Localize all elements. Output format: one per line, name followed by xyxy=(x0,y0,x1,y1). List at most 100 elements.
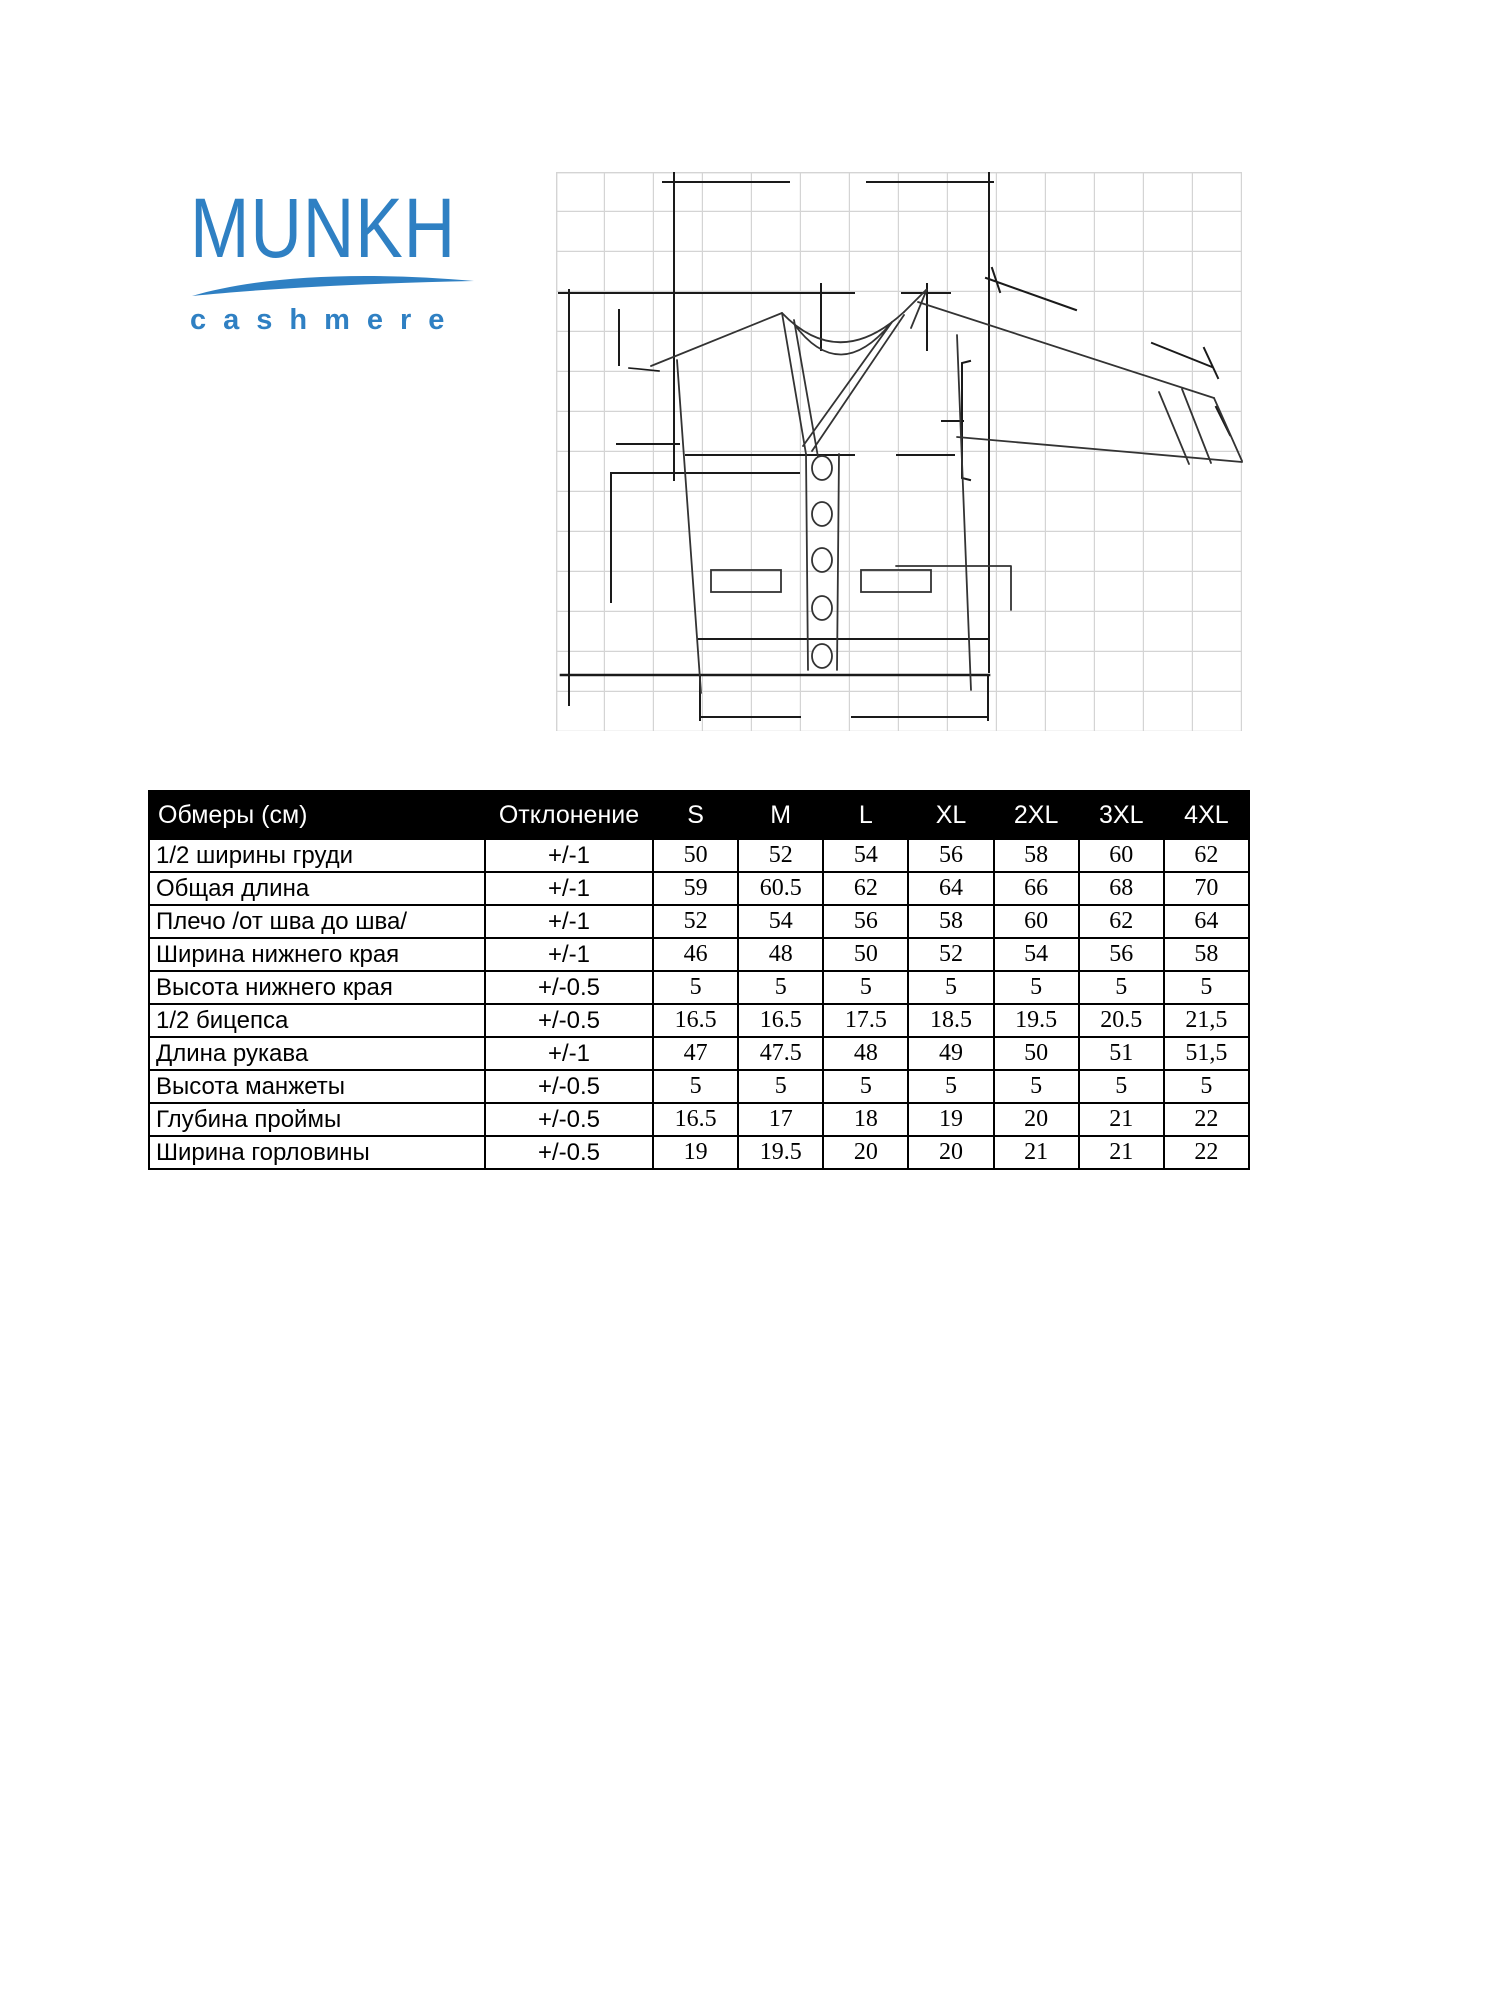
size-value: 19.5 xyxy=(992,1003,1080,1038)
button xyxy=(811,547,833,573)
size-value: 16.5 xyxy=(737,1003,825,1038)
v-neck-edges xyxy=(781,312,905,458)
size-value: 17 xyxy=(737,1102,825,1137)
size-value: 58 xyxy=(1162,937,1251,972)
size-value: 22 xyxy=(1162,1135,1251,1170)
size-value: 20 xyxy=(822,1135,910,1170)
size-value: 70 xyxy=(1162,871,1251,906)
button xyxy=(811,501,833,527)
size-value: 5 xyxy=(992,970,1080,1005)
wave-swoosh-icon xyxy=(192,276,474,296)
measurement-label: 1/2 ширины груди xyxy=(148,838,486,873)
measurement-label: Длина рукава xyxy=(148,1036,486,1071)
size-value: 51,5 xyxy=(1162,1036,1251,1071)
size-value: 5 xyxy=(737,970,825,1005)
size-value: 60.5 xyxy=(737,871,825,906)
button xyxy=(811,643,833,669)
table-row: Общая длина +/-1 59 60.5 62 64 66 68 70 xyxy=(148,871,1251,906)
header-cell-s: S xyxy=(651,790,740,840)
size-value: 62 xyxy=(822,871,910,906)
size-value: 20.5 xyxy=(1077,1003,1165,1038)
header-cell-3xl: 3XL xyxy=(1077,790,1165,840)
header-cell-4xl: 4XL xyxy=(1162,790,1251,840)
size-value: 5 xyxy=(1077,970,1165,1005)
left-side-seam xyxy=(676,359,702,694)
size-value: 56 xyxy=(1077,937,1165,972)
size-value: 48 xyxy=(737,937,825,972)
size-value: 5 xyxy=(651,1069,740,1104)
tolerance-value: +/-0.5 xyxy=(484,1069,654,1104)
measurement-label: Высота манжеты xyxy=(148,1069,486,1104)
cardigan-technical-drawing xyxy=(556,172,1243,731)
size-value: 21,5 xyxy=(1162,1003,1251,1038)
size-value: 5 xyxy=(907,970,995,1005)
tolerance-value: +/-0.5 xyxy=(484,1003,654,1038)
size-value: 5 xyxy=(737,1069,825,1104)
size-value: 16.5 xyxy=(651,1102,740,1137)
button xyxy=(811,595,833,621)
brand-logo: MUNKH cashmere xyxy=(190,181,490,337)
size-value: 54 xyxy=(737,904,825,939)
size-value: 58 xyxy=(907,904,995,939)
size-value: 19 xyxy=(907,1102,995,1137)
size-value: 60 xyxy=(1077,838,1165,873)
size-value: 5 xyxy=(992,1069,1080,1104)
brand-tagline: cashmere xyxy=(190,304,462,336)
size-value: 18.5 xyxy=(907,1003,995,1038)
tolerance-value: +/-1 xyxy=(484,937,654,972)
table-row: Высота манжеты +/-0.5 5 5 5 5 5 5 5 xyxy=(148,1069,1251,1104)
size-value: 21 xyxy=(1077,1135,1165,1170)
sleeve-top-edge xyxy=(917,301,1215,399)
table-row: Ширина горловины +/-0.5 19 19.5 20 20 21 21 22 xyxy=(148,1135,1251,1170)
header-cell-l: L xyxy=(822,790,910,840)
size-value: 50 xyxy=(992,1036,1080,1071)
header-cell-2xl: 2XL xyxy=(992,790,1080,840)
table-row: Плечо /от шва до шва/+/-1 52 54 56 58 60 62 64 xyxy=(148,904,1251,939)
tolerance-value: +/-0.5 xyxy=(484,970,654,1005)
header-cell-measure: Обмеры (см) xyxy=(148,790,486,840)
size-value: 5 xyxy=(822,1069,910,1104)
size-value: 60 xyxy=(992,904,1080,939)
measurement-label: Плечо /от шва до шва/ xyxy=(148,904,486,939)
size-value: 5 xyxy=(651,970,740,1005)
size-value: 46 xyxy=(651,937,740,972)
size-value: 56 xyxy=(907,838,995,873)
button-placket xyxy=(805,453,840,671)
size-value: 5 xyxy=(1162,1069,1251,1104)
table-row: Длина рукава +/-1 47 47.5 48 49 50 51 51,5 xyxy=(148,1036,1251,1071)
size-value: 5 xyxy=(1077,1069,1165,1104)
size-value: 17.5 xyxy=(822,1003,910,1038)
right-pocket xyxy=(860,569,932,593)
size-value: 20 xyxy=(992,1102,1080,1137)
size-value: 21 xyxy=(1077,1102,1165,1137)
collar-notch xyxy=(903,288,928,329)
size-table-header-row: Обмеры (см) Отклонение S M L XL 2XL 3XL 4XL xyxy=(148,790,1251,840)
brand-name: MUNKH xyxy=(190,181,457,275)
size-value: 16.5 xyxy=(651,1003,740,1038)
pocket-dimension-lines xyxy=(895,565,1012,611)
sleeve-under-edge xyxy=(956,436,1243,463)
left-pocket xyxy=(710,569,782,593)
size-value: 50 xyxy=(651,838,740,873)
table-row: 1/2 ширины груди +/-1 50 52 54 56 58 60 62 xyxy=(148,838,1251,873)
size-value: 47.5 xyxy=(737,1036,825,1071)
sleeve-end-edge xyxy=(1213,397,1243,462)
tolerance-value: +/-1 xyxy=(484,1036,654,1071)
size-value: 62 xyxy=(1077,904,1165,939)
buttons xyxy=(811,455,833,669)
tolerance-value: +/-1 xyxy=(484,871,654,906)
size-value: 68 xyxy=(1077,871,1165,906)
size-value: 52 xyxy=(907,937,995,972)
size-value: 52 xyxy=(737,838,825,873)
measurement-label: Общая длина xyxy=(148,871,486,906)
size-value: 5 xyxy=(822,970,910,1005)
tolerance-value: +/-0.5 xyxy=(484,1102,654,1137)
header-cell-xl: XL xyxy=(907,790,995,840)
size-value: 19.5 xyxy=(737,1135,825,1170)
header-cell-m: M xyxy=(737,790,825,840)
size-value: 19 xyxy=(651,1135,740,1170)
size-value: 64 xyxy=(907,871,995,906)
size-value: 20 xyxy=(907,1135,995,1170)
left-shoulder-line xyxy=(650,312,783,367)
